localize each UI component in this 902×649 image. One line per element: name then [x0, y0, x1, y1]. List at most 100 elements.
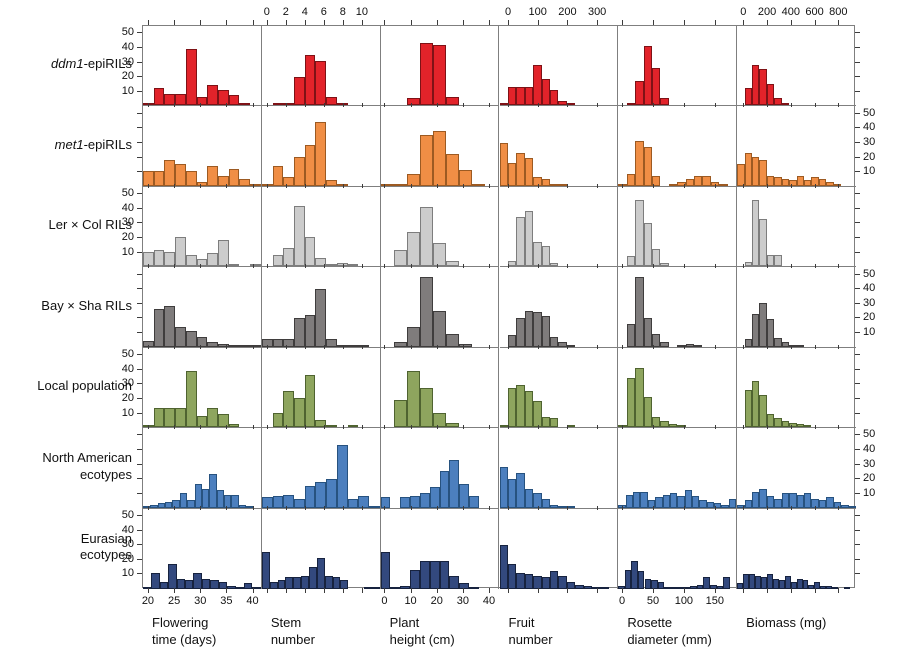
- x-tick: [814, 505, 816, 510]
- histogram-bar: [393, 250, 407, 267]
- x-tick: [537, 505, 539, 510]
- y-tick-right: [855, 412, 860, 414]
- x-tick: [226, 344, 228, 349]
- histogram-bar: [844, 586, 851, 589]
- x-tick: [304, 183, 306, 188]
- histogram-bar: [499, 425, 508, 428]
- histogram-bar: [429, 487, 440, 508]
- x-tick: [597, 425, 599, 430]
- histogram-bar: [304, 314, 316, 347]
- x-tick: [304, 425, 306, 430]
- histogram-bar: [293, 577, 302, 589]
- y-tick-right: [855, 529, 860, 531]
- histogram-bar: [706, 501, 715, 508]
- y-tick-right: [855, 492, 860, 494]
- histogram-bar: [419, 135, 433, 186]
- y-tick-right: [855, 514, 860, 516]
- histogram-bar: [227, 586, 236, 589]
- histogram-bar: [293, 317, 305, 347]
- histogram-bar: [637, 571, 645, 589]
- x-tick: [304, 588, 306, 593]
- bottom-axis-label: 0: [619, 595, 626, 607]
- histogram-bar: [419, 388, 433, 428]
- histogram-bar: [549, 571, 559, 589]
- histogram-bar: [516, 472, 525, 508]
- histogram-bar: [228, 168, 240, 186]
- x-tick: [652, 103, 654, 108]
- histogram-bar: [566, 581, 576, 589]
- x-tick: [410, 103, 412, 108]
- histogram-bar: [446, 422, 460, 428]
- histogram-bar: [803, 425, 812, 428]
- x-tick: [683, 20, 685, 25]
- x-tick: [304, 264, 306, 269]
- x-tick: [285, 103, 287, 108]
- histogram-bar: [651, 175, 661, 186]
- histogram-bar: [217, 89, 229, 106]
- histogram-bar: [759, 395, 767, 428]
- histogram-bar: [631, 561, 638, 589]
- histogram-bar: [826, 497, 834, 508]
- histogram-panel: [737, 509, 856, 589]
- x-tick: [252, 505, 254, 510]
- histogram-bar: [419, 207, 433, 267]
- y-tick-left: [137, 434, 142, 436]
- histogram-bar: [516, 385, 525, 428]
- x-tick: [743, 264, 745, 269]
- histogram-bar: [558, 575, 567, 589]
- histogram-bar: [175, 93, 186, 106]
- y-tick-left: [137, 449, 142, 451]
- histogram-bar: [524, 391, 534, 428]
- x-tick: [508, 103, 509, 108]
- histogram-bar: [643, 46, 652, 106]
- histogram-bar: [393, 342, 407, 347]
- x-tick: [147, 425, 149, 430]
- histogram-bar: [541, 577, 550, 589]
- histogram-bar: [516, 217, 525, 267]
- histogram-bar: [541, 498, 550, 508]
- histogram-bar: [575, 584, 584, 589]
- x-tick: [597, 103, 599, 108]
- histogram-bar: [277, 580, 286, 589]
- histogram-panel: [618, 428, 738, 509]
- y-tick-right: [855, 46, 860, 48]
- histogram-bar: [446, 96, 460, 106]
- histogram-bar: [524, 488, 534, 508]
- histogram-panel: [737, 428, 856, 509]
- y-tick-label: 20: [121, 70, 134, 83]
- histogram-bar: [153, 408, 165, 428]
- x-tick: [743, 505, 745, 510]
- x-tick: [252, 344, 254, 349]
- histogram-bar: [283, 247, 294, 267]
- histogram-bar: [752, 65, 760, 106]
- histogram-bar: [766, 319, 775, 347]
- x-tick: [323, 425, 325, 430]
- histogram-bar: [393, 399, 407, 428]
- x-tick: [537, 425, 539, 430]
- x-tick: [462, 344, 464, 349]
- x-tick: [683, 264, 685, 269]
- histogram-bar: [583, 586, 593, 589]
- histogram-bar: [185, 49, 197, 106]
- x-tick: [652, 344, 654, 349]
- x-tick: [767, 505, 769, 510]
- histogram-bar: [272, 339, 284, 347]
- histogram-bar: [151, 572, 160, 589]
- histogram-bar: [164, 159, 176, 186]
- histogram-bar: [235, 586, 244, 589]
- histogram-bar: [781, 421, 790, 428]
- histogram-bar: [326, 264, 337, 267]
- x-tick: [714, 588, 716, 593]
- histogram-bar: [633, 491, 641, 508]
- histogram-bar: [326, 96, 337, 106]
- histogram-bar: [433, 243, 447, 267]
- histogram-bar: [684, 490, 692, 508]
- histogram-bar: [533, 312, 542, 347]
- histogram-bar: [694, 344, 703, 347]
- histogram-bar: [293, 156, 305, 186]
- x-tick: [436, 183, 438, 188]
- y-tick-left: [137, 32, 142, 34]
- histogram-bar: [558, 183, 567, 186]
- x-tick: [597, 20, 599, 25]
- x-tick: [814, 20, 816, 25]
